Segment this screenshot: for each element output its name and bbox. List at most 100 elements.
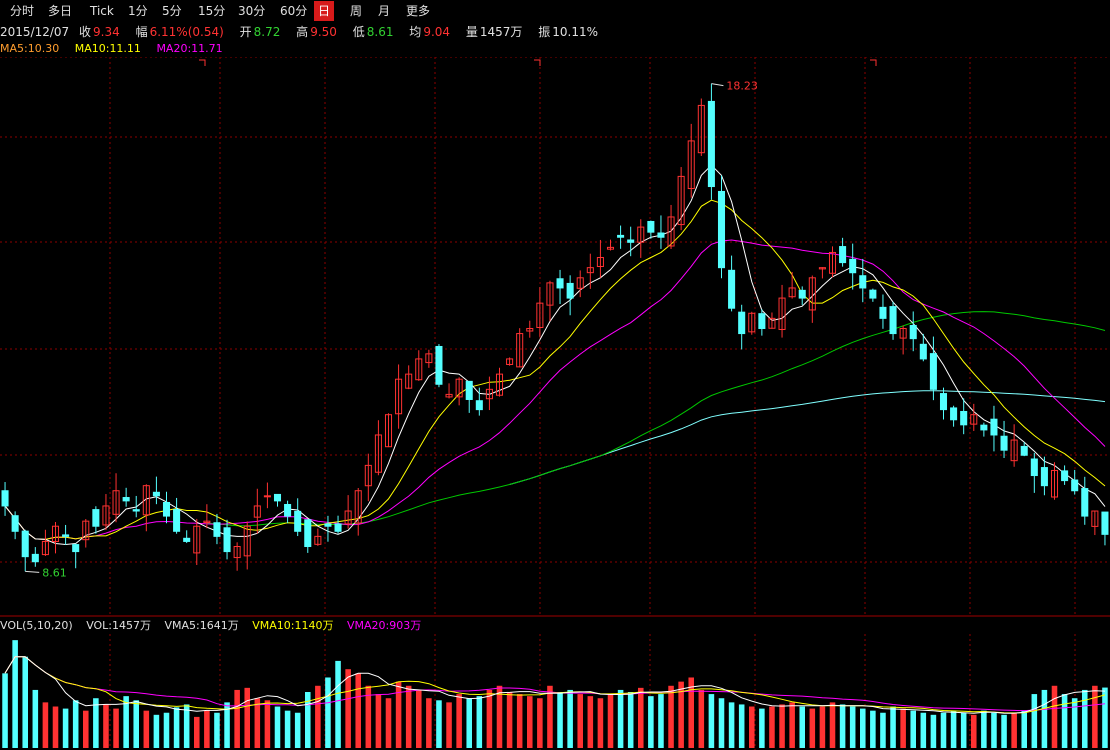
tab-2[interactable]: Tick [90,4,114,18]
candle-body [828,251,837,274]
tab-11[interactable]: 更多 [406,4,431,18]
candle-body [1050,469,1059,498]
candle-body [889,306,897,335]
candle-body [970,414,978,425]
volume-bar [688,677,695,748]
candle-body [596,257,604,268]
volume-bar [799,706,806,748]
candle-body [1,490,9,507]
low-pointer [25,570,40,573]
candle-body [738,311,746,335]
candle-body [768,317,776,329]
close-label: 收 [79,25,92,39]
tab-5[interactable]: 15分 [198,4,226,18]
candle-body [879,306,887,319]
candle-body [576,277,584,289]
candle-body [374,434,382,473]
tab-6[interactable]: 30分 [238,4,266,18]
candle-body [586,267,594,274]
candle-body [253,505,261,518]
volume-bar [234,689,240,748]
candle-body [21,530,29,558]
volume-bar [1001,714,1007,748]
ma-legend: MA5:10.30 MA10:11.11 MA20:11.71 [0,41,235,57]
volume-bar [981,710,987,748]
candle-body [778,297,786,330]
vol-label: VOL:1457万 [86,619,152,632]
close-value: 9.34 [93,25,120,39]
volume-bar [870,710,876,748]
period-tab-bar: 分时 多日 Tick 1分 5分 15分 30分 60分日 周 月 更多 [0,0,1110,22]
volume-bar [456,694,462,748]
candle-body [495,373,504,396]
candle-body [1000,435,1008,451]
candle-body [304,519,312,548]
volume-bar [1092,685,1098,748]
volume-label: 量 [465,25,478,39]
volume-bar [173,707,180,748]
candle-body [939,393,948,411]
candle-body [384,414,393,448]
tab-0[interactable]: 分时 [10,4,35,18]
volume-bar [12,640,18,748]
candle-body [728,269,736,309]
volume-bar [62,708,69,748]
tab-3[interactable]: 1分 [128,4,148,18]
candle-body [606,246,615,250]
volume-bar [72,700,79,748]
volume-bar [214,712,220,748]
volume-chart[interactable] [0,634,1110,750]
candle-body [849,258,857,274]
volume-bar [567,689,573,748]
candle-body [11,515,19,532]
tab-8[interactable]: 日 [314,1,335,21]
candle-body [203,520,211,524]
tab-1[interactable]: 多日 [48,4,73,18]
volume-bar [315,685,321,748]
candle-body [536,302,544,328]
tab-7[interactable]: 60分 [280,4,308,18]
candle-body [425,353,433,364]
volume-bar [395,681,402,748]
candle-body [263,495,271,498]
volume-bar [365,685,372,748]
candle-body [627,239,635,243]
volume-bar [920,712,927,748]
tab-4[interactable]: 5分 [162,4,182,18]
candle-body [314,535,322,545]
candle-body [475,400,483,411]
tab-10[interactable]: 月 [378,4,391,18]
candle-body [112,490,120,515]
candle-body [697,104,705,154]
volume-bar [819,706,826,748]
volume-bar [325,677,331,748]
volume-bar [940,712,947,748]
volume-bar [254,698,261,748]
candle-body [950,407,958,421]
volume-bar [890,706,896,748]
ma5-line [4,164,1106,546]
volume-bar [910,710,917,748]
candle-body [82,520,90,541]
candle-body [324,523,332,527]
volume-bar [779,704,785,748]
candle-body [506,358,514,365]
candle-body [41,540,49,556]
candle-body [284,503,292,517]
high-annotation: 18.23 [726,80,758,93]
tab-9[interactable]: 周 [350,4,363,18]
price-chart[interactable]: 18.23 8.61 [0,57,1110,617]
vma5-line [4,656,1106,714]
volume-bar [52,706,59,748]
candle-body [990,418,998,436]
volume-bar [466,698,473,748]
ma10-line [4,199,1106,540]
volume-bar [274,706,281,748]
volume-bar [950,710,957,748]
open-field: 开 8.72 [240,25,287,39]
candle-body [839,246,847,264]
volume-bar [829,702,836,748]
volume-bar [405,685,412,748]
volume-bar [476,696,483,748]
candle-body [859,275,867,289]
